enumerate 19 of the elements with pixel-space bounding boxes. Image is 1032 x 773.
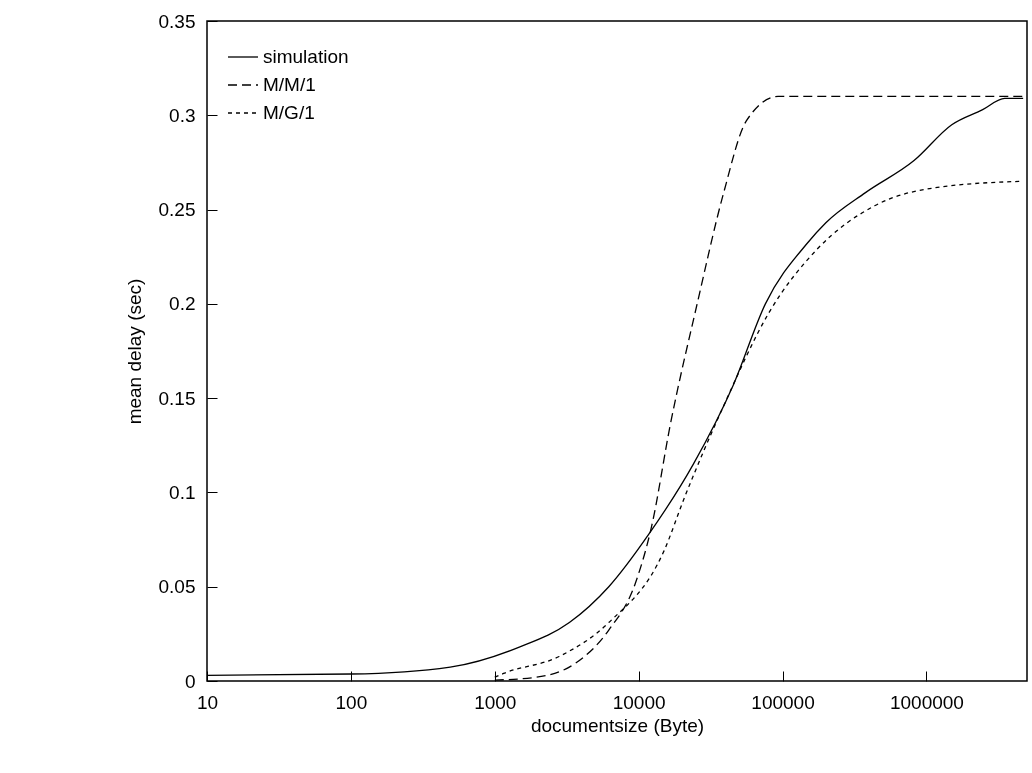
x-tick-label: 1000 xyxy=(474,691,517,713)
x-axis-title: documentsize (Byte) xyxy=(530,714,705,736)
legend-label: simulation xyxy=(263,46,349,67)
x-tick-label: 10000 xyxy=(612,691,666,713)
y-tick-label: 0 xyxy=(184,670,196,692)
x-tick-label: 10 xyxy=(196,691,219,713)
x-tick-label: 1000000 xyxy=(889,691,964,713)
legend-label: M/M/1 xyxy=(263,74,316,95)
y-axis-title: mean delay (sec) xyxy=(123,278,145,425)
x-tick-label: 100 xyxy=(335,691,368,713)
y-tick-label: 0.3 xyxy=(169,104,196,126)
y-tick-label: 0.15 xyxy=(158,387,196,409)
y-tick-label: 0.35 xyxy=(158,10,196,32)
y-tick-label: 0.25 xyxy=(158,199,196,221)
y-tick-label: 0.05 xyxy=(158,576,196,598)
y-tick-label: 0.2 xyxy=(169,293,196,315)
x-tick-label: 100000 xyxy=(751,691,815,713)
legend-label: M/G/1 xyxy=(263,102,315,123)
y-tick-label: 0.1 xyxy=(169,481,196,503)
